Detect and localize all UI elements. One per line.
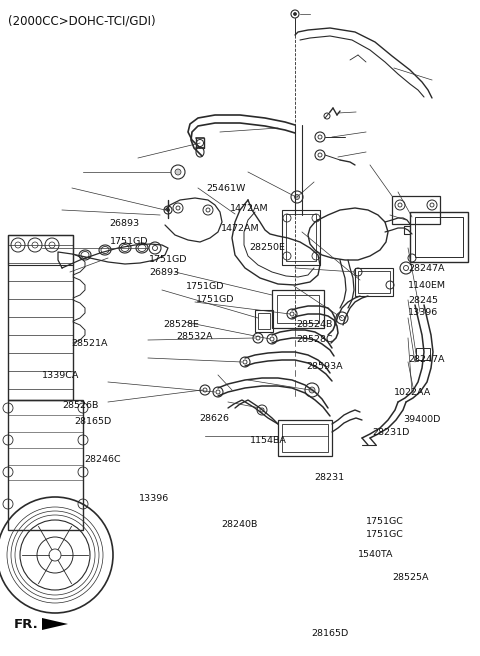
- Bar: [358, 271, 390, 293]
- Text: 1751GC: 1751GC: [366, 530, 404, 539]
- Text: 1140EM: 1140EM: [408, 281, 446, 290]
- Text: 25461W: 25461W: [206, 184, 246, 194]
- Circle shape: [309, 387, 315, 393]
- Text: 26893: 26893: [150, 268, 180, 277]
- Text: 1751GD: 1751GD: [149, 255, 187, 264]
- Text: 13396: 13396: [139, 494, 169, 503]
- Text: 28165D: 28165D: [311, 628, 348, 638]
- Text: 1022AA: 1022AA: [394, 388, 431, 397]
- Text: 28250E: 28250E: [250, 243, 286, 253]
- Text: 1472AM: 1472AM: [229, 204, 268, 213]
- Text: 1751GC: 1751GC: [366, 517, 404, 526]
- Bar: [277, 295, 319, 323]
- Bar: [278, 420, 332, 456]
- Text: 28525A: 28525A: [393, 573, 429, 582]
- Bar: [272, 290, 324, 328]
- Text: 1751GD: 1751GD: [196, 295, 234, 304]
- Bar: [355, 268, 393, 296]
- Text: 28245: 28245: [408, 296, 438, 305]
- Text: 1751GD: 1751GD: [186, 282, 225, 291]
- Text: 28240B: 28240B: [221, 520, 257, 529]
- Text: 28524B: 28524B: [297, 319, 333, 329]
- Bar: [286, 214, 316, 261]
- Text: 28528C: 28528C: [297, 335, 333, 344]
- Text: (2000CC>DOHC-TCI/GDI): (2000CC>DOHC-TCI/GDI): [8, 14, 156, 27]
- Text: 1472AM: 1472AM: [221, 224, 259, 233]
- Text: 1339CA: 1339CA: [42, 371, 80, 380]
- Bar: [258, 313, 270, 329]
- Circle shape: [295, 194, 300, 199]
- Bar: [416, 348, 430, 360]
- Bar: [8, 235, 73, 265]
- Text: 1540TA: 1540TA: [358, 550, 393, 559]
- Text: 28526B: 28526B: [62, 401, 99, 410]
- Text: 28247A: 28247A: [408, 355, 444, 364]
- Text: 28528E: 28528E: [163, 319, 199, 329]
- Circle shape: [293, 12, 297, 16]
- Text: 28247A: 28247A: [408, 264, 444, 274]
- Text: 28532A: 28532A: [177, 332, 213, 341]
- Text: 39400D: 39400D: [403, 415, 441, 424]
- Bar: [8, 400, 83, 530]
- Text: 28593A: 28593A: [306, 361, 343, 371]
- Text: 28521A: 28521A: [71, 339, 108, 348]
- Bar: [392, 196, 440, 224]
- Circle shape: [175, 169, 181, 175]
- Bar: [255, 310, 273, 332]
- Text: 28246C: 28246C: [84, 455, 120, 464]
- Bar: [8, 235, 73, 400]
- Text: 28626: 28626: [199, 414, 229, 423]
- Polygon shape: [42, 618, 68, 630]
- Text: 1751GD: 1751GD: [109, 237, 148, 246]
- Text: 28231D: 28231D: [372, 428, 409, 438]
- Text: 26893: 26893: [109, 218, 140, 228]
- Bar: [410, 212, 468, 262]
- Circle shape: [167, 209, 169, 211]
- Bar: [415, 217, 463, 257]
- Text: FR.: FR.: [14, 617, 39, 630]
- Text: 28231: 28231: [314, 473, 345, 482]
- Bar: [282, 424, 328, 452]
- Text: 28165D: 28165D: [74, 417, 112, 426]
- Text: 13396: 13396: [408, 308, 438, 317]
- Text: 1154BA: 1154BA: [250, 436, 287, 445]
- Bar: [282, 210, 320, 265]
